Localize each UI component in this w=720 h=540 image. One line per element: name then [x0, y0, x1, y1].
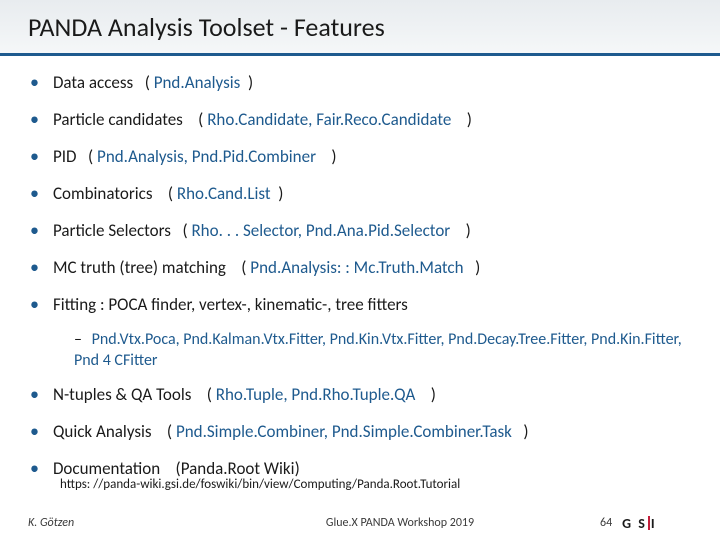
class-names: Pnd.Vtx.Poca, Pnd.Kalman.Vtx.Fitter, Pnd…: [74, 330, 682, 371]
topic-label: N-tuples & QA Tools: [53, 384, 191, 405]
bullet-icon: •: [30, 456, 39, 480]
topic-label: Particle candidates: [53, 109, 183, 130]
bullet-icon: •: [30, 70, 39, 94]
item-particle-candidates: • Particle candidates ( Rho.Candidate, F…: [30, 107, 690, 132]
item-quick-analysis: • Quick Analysis ( Pnd.Simple.Combiner, …: [30, 419, 690, 444]
class-names: Pnd.Analysis: : Mc.Truth.Match: [250, 257, 463, 278]
slide-number: 64: [600, 516, 612, 530]
doc-url: https: //panda-wiki.gsi.de/foswiki/bin/v…: [60, 477, 690, 492]
slide-footer: K. Götzen Glue.X PANDA Workshop 2019 64 …: [0, 512, 720, 534]
item-fitting-sub: – Pnd.Vtx.Poca, Pnd.Kalman.Vtx.Fitter, P…: [74, 329, 690, 372]
topic-label: Data access: [53, 72, 133, 93]
slide-header: PANDA Analysis Toolset - Features: [0, 0, 720, 56]
topic-label: Documentation: [53, 458, 160, 479]
topic-label: Combinatorics: [53, 183, 153, 204]
item-fitting: • Fitting : POCA finder, vertex-, kinema…: [30, 292, 690, 317]
footer-event: Glue.X PANDA Workshop 2019: [200, 516, 600, 530]
footer-author: K. Götzen: [0, 516, 200, 530]
topic-label: Quick Analysis: [53, 421, 152, 442]
slide-title: PANDA Analysis Toolset - Features: [28, 11, 385, 43]
bullet-icon: •: [30, 292, 39, 316]
item-mctruth: • MC truth (tree) matching ( Pnd.Analysi…: [30, 255, 690, 280]
topic-label: Fitting : POCA finder, vertex-, kinemati…: [53, 294, 408, 317]
bullet-icon: •: [30, 218, 39, 242]
bullet-icon: •: [30, 255, 39, 279]
class-names: Pnd.Simple.Combiner, Pnd.Simple.Combiner…: [176, 421, 512, 442]
topic-label: PID: [53, 146, 77, 167]
item-selectors: • Particle Selectors ( Rho. . . Selector…: [30, 218, 690, 243]
bullet-icon: •: [30, 382, 39, 406]
topic-label: Particle Selectors: [53, 220, 171, 241]
class-names: Rho.Cand.List: [177, 183, 271, 204]
item-combinatorics: • Combinatorics ( Rho.Cand.List ): [30, 181, 690, 206]
class-names: Pnd.Analysis, Pnd.Pid.Combiner: [97, 146, 316, 167]
dash-icon: –: [74, 330, 82, 349]
class-names: Rho. . . Selector, Pnd.Ana.Pid.Selector: [191, 220, 450, 241]
footer-right: 64 G SI: [600, 515, 720, 532]
item-pid: • PID ( Pnd.Analysis, Pnd.Pid.Combiner ): [30, 144, 690, 169]
bullet-icon: •: [30, 181, 39, 205]
doc-note: (Panda.Root Wiki): [176, 458, 300, 479]
class-names: Rho.Candidate, Fair.Reco.Candidate: [207, 109, 451, 130]
item-ntuples: • N-tuples & QA Tools ( Rho.Tuple, Pnd.R…: [30, 382, 690, 407]
topic-label: MC truth (tree) matching: [53, 257, 226, 278]
bullet-icon: •: [30, 419, 39, 443]
item-data-access: • Data access ( Pnd.Analysis ): [30, 70, 690, 95]
bullet-icon: •: [30, 144, 39, 168]
bullet-icon: •: [30, 107, 39, 131]
slide-content: • Data access ( Pnd.Analysis ) • Particl…: [0, 56, 720, 492]
gsi-logo: G SI: [622, 515, 656, 532]
class-names: Pnd.Analysis: [154, 72, 241, 93]
class-names: Rho.Tuple, Pnd.Rho.Tuple.QA: [216, 384, 416, 405]
